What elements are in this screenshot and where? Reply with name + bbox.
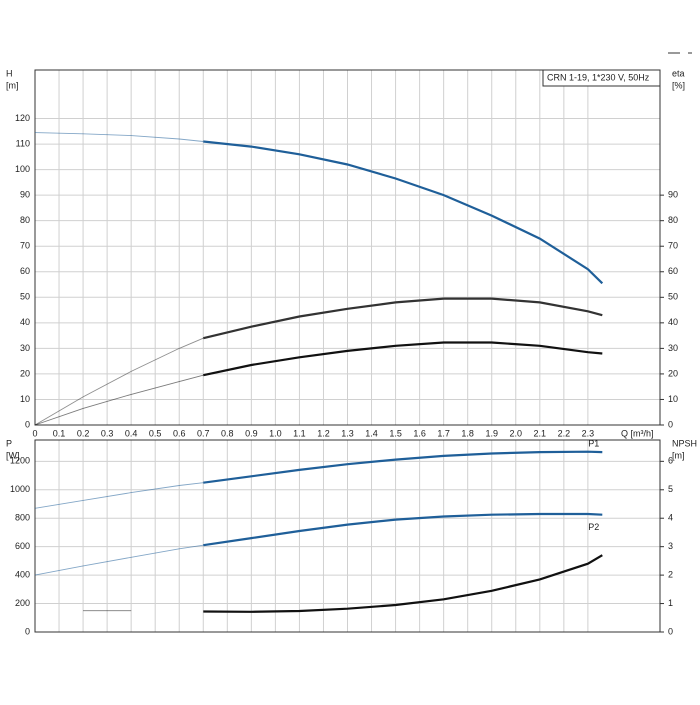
y2-tick-label: 1 [668, 598, 673, 608]
y-tick-label: 110 [16, 138, 30, 148]
plot-frame [34, 69, 661, 426]
curve-duty [203, 140, 604, 285]
y2-tick-label: 0 [668, 626, 673, 636]
y2-tick-label: 20 [668, 368, 678, 378]
x-tick-label: 0.5 [149, 428, 162, 438]
x-tick-label: 2.0 [510, 428, 523, 438]
y-tick-label: 10 [20, 394, 30, 404]
curve-extension [34, 374, 204, 426]
x-tick-label: 0.7 [197, 428, 210, 438]
title-box [542, 69, 661, 87]
y-tick-label: 1000 [10, 484, 30, 494]
x-tick-label: 0.4 [125, 428, 138, 438]
series-label: P1 [588, 438, 599, 448]
y2-tick-label: 90 [668, 190, 678, 200]
y-tick-label: 30 [20, 343, 30, 353]
curve-duty [203, 450, 603, 484]
y-tick-label: 1200 [10, 456, 30, 466]
x-tick-label: 1.7 [437, 428, 450, 438]
x-tick-label: 0 [32, 428, 37, 438]
y-tick-label: 0 [25, 626, 30, 636]
y-tick-label: 90 [20, 190, 30, 200]
x-tick-label: 0.6 [173, 428, 186, 438]
x-tick-label: 1.6 [413, 428, 426, 438]
chart-title: CRN 1-19, 1*230 V, 50Hz [547, 72, 650, 82]
series-label: P2 [588, 522, 599, 532]
curve-duty [203, 341, 603, 377]
x-tick-label: 2.1 [534, 428, 547, 438]
x-tick-label: 0.2 [77, 428, 90, 438]
y-axis-label: H [6, 68, 13, 78]
y-axis-label: P [6, 438, 12, 448]
x-tick-label: 1.8 [461, 428, 474, 438]
y2-tick-label: 6 [668, 456, 673, 466]
y2-tick-label: 60 [668, 266, 678, 276]
curve-duty [203, 297, 603, 340]
x-tick-label: 2.3 [582, 428, 595, 438]
y2-tick-label: 40 [668, 317, 678, 327]
x-tick-label: 0.8 [221, 428, 234, 438]
y-tick-label: 800 [15, 513, 30, 523]
y2-tick-label: 0 [668, 419, 673, 429]
x-tick-label: 0.9 [245, 428, 258, 438]
x-tick-label: 1.4 [365, 428, 378, 438]
curve-extension [34, 482, 204, 509]
curve-duty [203, 554, 603, 613]
y-tick-label: 70 [20, 241, 30, 251]
x-tick-label: 1.2 [317, 428, 330, 438]
y-tick-label: 400 [15, 569, 30, 579]
x-tick-label: 0.3 [101, 428, 114, 438]
curve-extension [34, 337, 204, 426]
curve-duty [203, 512, 603, 547]
x-tick-label: 1.1 [293, 428, 306, 438]
y2-tick-label: 2 [668, 569, 673, 579]
y2-tick-label: 80 [668, 215, 678, 225]
x-tick-label: 1.0 [269, 428, 282, 438]
y-tick-label: 120 [15, 113, 30, 123]
y2-tick-label: 3 [668, 541, 673, 551]
x-tick-label: 1.5 [389, 428, 402, 438]
y-tick-label: 100 [15, 164, 30, 174]
x-tick-label: 2.2 [558, 428, 571, 438]
y2-axis-unit: [%] [672, 80, 685, 90]
y-tick-label: 40 [20, 317, 30, 327]
y-tick-label: 50 [20, 292, 30, 302]
y2-tick-label: 5 [668, 484, 673, 494]
y2-tick-label: 10 [668, 394, 678, 404]
y2-axis-label: eta [672, 68, 685, 78]
y2-axis-unit: [m] [672, 450, 685, 460]
y-tick-label: 60 [20, 266, 30, 276]
y-tick-label: 0 [25, 419, 30, 429]
y2-tick-label: 50 [668, 292, 678, 302]
y-axis-unit: [W] [6, 450, 20, 460]
y-tick-label: 200 [15, 598, 30, 608]
x-tick-label: 0.1 [53, 428, 66, 438]
y2-tick-label: 70 [668, 241, 678, 251]
x-tick-label: 1.9 [485, 428, 498, 438]
y2-tick-label: 4 [668, 513, 673, 523]
x-tick-label: 1.3 [341, 428, 354, 438]
x-axis-label: Q [m³/h] [621, 428, 654, 438]
y2-axis-label: NPSH [672, 438, 697, 448]
curve-extension [34, 132, 204, 142]
plot-frame [34, 439, 661, 633]
y-axis-unit: [m] [6, 80, 19, 90]
y-tick-label: 600 [15, 541, 30, 551]
y2-tick-label: 30 [668, 343, 678, 353]
curve-extension [34, 544, 204, 576]
y-tick-label: 80 [20, 215, 30, 225]
y-tick-label: 20 [20, 368, 30, 378]
